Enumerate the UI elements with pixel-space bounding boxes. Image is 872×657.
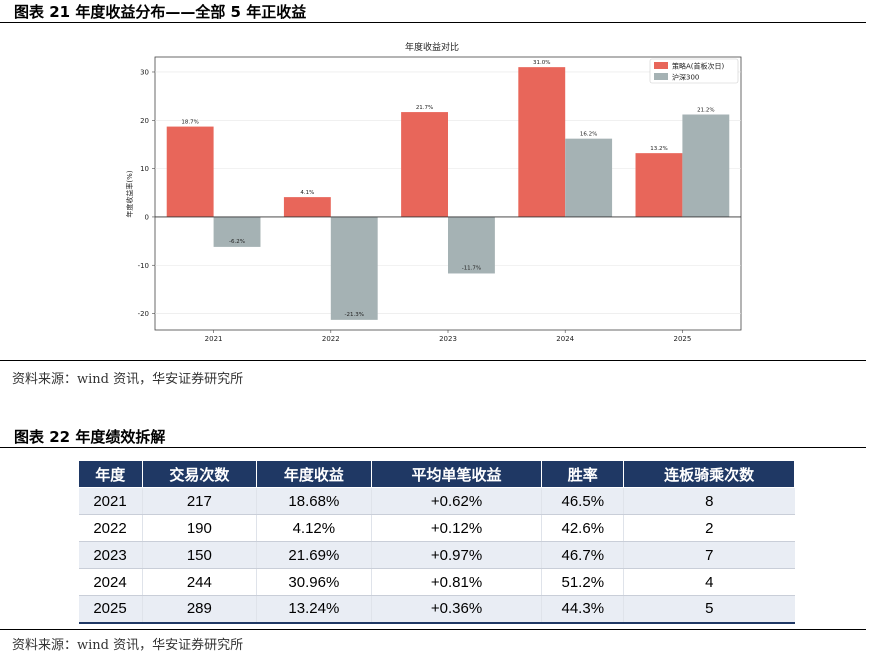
cell: +0.81% (371, 568, 543, 596)
cell: 30.96% (256, 568, 372, 596)
legend-swatch-strategy (654, 62, 668, 69)
cell: 51.2% (541, 568, 625, 596)
header-trades: 交易次数 (141, 460, 258, 488)
divider (0, 629, 866, 630)
cell: 42.6% (541, 514, 625, 542)
y-ticks: 30 20 10 0 -10 -20 (138, 68, 155, 318)
header-limit-up-rides: 连板骑乘次数 (623, 460, 795, 488)
table-row: 2022 190 4.12% +0.12% 42.6% 2 (78, 514, 795, 542)
bar-hs300 (213, 216, 261, 247)
cell: 150 (142, 541, 258, 569)
cell: 217 (142, 487, 258, 515)
data-label: 4.1% (300, 190, 314, 196)
cell: 5 (623, 595, 795, 623)
x-tick-label: 2025 (673, 335, 691, 343)
bar-hs300 (448, 216, 495, 274)
data-label: -11.7% (462, 265, 481, 271)
cell: 21.69% (256, 541, 372, 569)
data-label: 31.0% (533, 60, 550, 66)
y-axis-label: 年度收益率(%) (125, 170, 134, 217)
cell: 13.24% (256, 595, 372, 623)
figure-22-source: 资料来源：wind 资讯，华安证券研究所 (12, 638, 244, 653)
table-row: 2025 289 13.24% +0.36% 44.3% 5 (78, 595, 795, 623)
bar-strategy (518, 67, 566, 217)
data-label: 13.2% (650, 146, 667, 152)
y-tick-label: -20 (138, 310, 149, 318)
bar-strategy (283, 197, 331, 217)
header-year: 年度 (78, 460, 143, 488)
performance-table: 年度 交易次数 年度收益 平均单笔收益 胜率 连板骑乘次数 2021 217 1… (78, 460, 795, 624)
x-tick-label: 2021 (205, 335, 223, 343)
bar-hs300 (565, 138, 613, 217)
legend-label-strategy: 策略A(首板次日) (672, 62, 725, 71)
y-tick-label: -10 (138, 262, 149, 270)
cell: 190 (142, 514, 258, 542)
data-label: -6.2% (229, 239, 245, 245)
header-avg-return: 平均单笔收益 (370, 460, 543, 488)
y-tick-label: 0 (145, 213, 149, 221)
x-tick-label: 2022 (322, 335, 340, 343)
legend-swatch-hs300 (654, 73, 668, 80)
cell: 2021 (78, 487, 143, 515)
y-tick-label: 10 (140, 165, 149, 173)
divider (0, 22, 866, 23)
cell: 2022 (78, 514, 143, 542)
legend-label-hs300: 沪深300 (672, 73, 699, 82)
cell: +0.12% (371, 514, 543, 542)
cell: 46.5% (541, 487, 625, 515)
table-header-row: 年度 交易次数 年度收益 平均单笔收益 胜率 连板骑乘次数 (78, 460, 795, 488)
bar-hs300 (330, 216, 378, 320)
data-label: 16.2% (580, 132, 597, 138)
cell: 244 (142, 568, 258, 596)
cell: 2023 (78, 541, 143, 569)
cell: 18.68% (256, 487, 372, 515)
figure-21-caption: 图表 21 年度收益分布——全部 5 年正收益 (14, 3, 307, 21)
figure-21-source: 资料来源：wind 资讯，华安证券研究所 (12, 372, 244, 387)
table-row: 2021 217 18.68% +0.62% 46.5% 8 (78, 487, 795, 515)
table-row: 2023 150 21.69% +0.97% 46.7% 7 (78, 541, 795, 569)
data-label: -21.3% (345, 312, 364, 318)
x-tick-label: 2024 (556, 335, 574, 343)
divider (0, 360, 866, 361)
header-annual-return: 年度收益 (256, 460, 372, 488)
bars (166, 67, 730, 320)
cell: 2 (623, 514, 795, 542)
x-tick-label: 2023 (439, 335, 457, 343)
bar-hs300 (682, 114, 730, 217)
bar-strategy (401, 112, 448, 217)
cell: 46.7% (541, 541, 625, 569)
legend: 策略A(首板次日) 沪深300 (649, 58, 739, 84)
bar-strategy (635, 153, 683, 217)
table-row: 2024 244 30.96% +0.81% 51.2% 4 (78, 568, 795, 596)
cell: +0.97% (371, 541, 543, 569)
data-label: 21.7% (416, 105, 433, 111)
cell: 44.3% (541, 595, 625, 623)
cell: 4 (623, 568, 795, 596)
chart-title: 年度收益对比 (405, 41, 459, 53)
cell: +0.36% (371, 595, 543, 623)
figure-22-caption: 图表 22 年度绩效拆解 (14, 428, 166, 446)
y-tick-label: 20 (140, 117, 149, 125)
data-label: 21.2% (697, 107, 714, 113)
data-labels: 18.7% -6.2% 4.1% -21.3% 21.7% -11.7% 31.0% 16.2… (181, 60, 714, 318)
divider (0, 447, 866, 448)
cell: 4.12% (256, 514, 372, 542)
cell: 2025 (78, 595, 143, 623)
cell: +0.62% (371, 487, 543, 515)
x-ticks: 2021 2022 2023 2024 2025 (205, 330, 691, 343)
cell: 289 (142, 595, 258, 623)
header-win-rate: 胜率 (541, 460, 625, 488)
cell: 7 (623, 541, 795, 569)
bar-strategy (166, 126, 214, 217)
cell: 2024 (78, 568, 143, 596)
y-tick-label: 30 (140, 68, 149, 76)
cell: 8 (623, 487, 795, 515)
data-label: 18.7% (181, 120, 198, 126)
